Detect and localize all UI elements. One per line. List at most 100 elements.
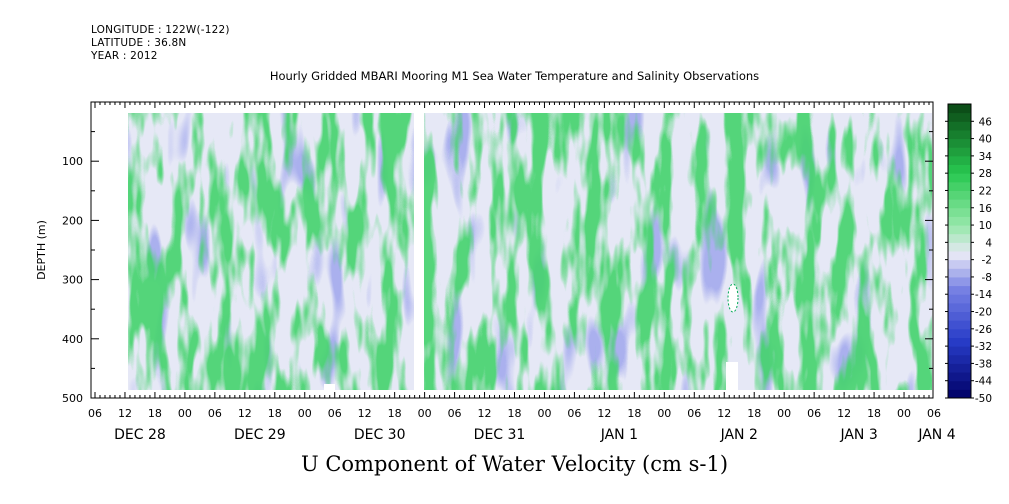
x-hour-label: 06 xyxy=(208,407,222,420)
colorbar-swatch xyxy=(948,233,971,243)
colorbar-swatch xyxy=(948,190,971,200)
colorbar-swatch xyxy=(948,112,971,122)
colorbar-swatch xyxy=(948,181,971,191)
colorbar-swatch xyxy=(948,302,971,313)
x-hour-label: 18 xyxy=(268,407,282,420)
x-day-label: DEC 28 xyxy=(114,427,166,443)
x-hour-label: 00 xyxy=(537,407,551,420)
colorbar-label: -20 xyxy=(975,307,992,319)
colorbar-swatch xyxy=(948,207,971,217)
colorbar-swatch xyxy=(948,155,971,166)
colorbar-label: 10 xyxy=(979,220,992,232)
colorbar-swatch xyxy=(948,354,971,364)
x-hour-label: 12 xyxy=(238,407,252,420)
colorbar-swatch xyxy=(948,121,971,131)
colorbar-swatch xyxy=(948,389,971,399)
x-hour-label: 18 xyxy=(747,407,761,420)
y-tick-label: 100 xyxy=(62,155,83,168)
x-hour-label: 00 xyxy=(897,407,911,420)
axis-ticks xyxy=(91,102,933,398)
missing-data-block xyxy=(726,362,738,392)
colorbar-swatch xyxy=(948,259,971,269)
x-hour-label: 12 xyxy=(118,407,132,420)
colorbar-swatch xyxy=(948,311,971,321)
x-hour-label: 12 xyxy=(717,407,731,420)
colorbar-label: 28 xyxy=(979,168,992,180)
longitude-label: LONGITUDE : 122W(-122) xyxy=(91,24,230,36)
colorbar-swatch xyxy=(948,147,971,157)
x-hour-label: 06 xyxy=(807,407,821,420)
year-label: YEAR : 2012 xyxy=(91,50,158,62)
missing-data-notch xyxy=(324,384,335,390)
y-tick-label: 300 xyxy=(62,274,83,287)
colorbar-label: 22 xyxy=(979,185,992,197)
x-hour-label: 12 xyxy=(478,407,492,420)
colorbar-label: 16 xyxy=(979,203,993,215)
colorbar-label: -32 xyxy=(975,341,992,353)
y-tick-label: 200 xyxy=(62,214,83,227)
colorbar-swatch xyxy=(948,320,971,330)
colorbar-label: -38 xyxy=(975,358,992,370)
colorbar-swatch xyxy=(948,225,971,235)
x-hour-label: 12 xyxy=(597,407,611,420)
y-tick-labels: 100 200 300 400 500 xyxy=(62,155,83,405)
colorbar-label: 40 xyxy=(979,134,992,146)
x-hour-label: 18 xyxy=(508,407,522,420)
colorbar-label: 34 xyxy=(979,151,993,163)
colorbar-label: -26 xyxy=(975,324,992,336)
x-day-label: JAN 4 xyxy=(917,427,955,443)
y-tick-label: 400 xyxy=(62,333,83,346)
x-hour-label: 18 xyxy=(148,407,162,420)
colorbar-label: -2 xyxy=(982,255,992,267)
colorbar-swatch xyxy=(948,337,971,347)
colorbar-swatch xyxy=(948,199,971,209)
colorbar-swatch xyxy=(948,328,971,338)
colorbar-swatch xyxy=(948,104,971,114)
x-hour-label: 00 xyxy=(418,407,432,420)
x-hour-labels: 06 12 18 00 06 12 18 00 06 12 18 00 06 12 18 00 06 12 18 00… xyxy=(88,407,941,420)
missing-data-patch xyxy=(727,283,739,313)
x-hour-label: 18 xyxy=(627,407,641,420)
y-axis-label: DEPTH (m) xyxy=(35,220,48,280)
x-hour-label: 06 xyxy=(328,407,342,420)
colorbar-swatch xyxy=(948,164,971,174)
colorbar-swatch xyxy=(948,251,971,261)
x-day-label: DEC 30 xyxy=(354,427,406,443)
colorbar-labels: 46 40 34 28 22 16 10 4 -2 -8 -14 -20 -26 -32 -38 -44 -50 xyxy=(975,116,992,405)
x-hour-label: 00 xyxy=(657,407,671,420)
x-day-label: DEC 31 xyxy=(474,427,526,443)
x-hour-label: 06 xyxy=(927,407,941,420)
colorbar-label: 4 xyxy=(985,237,992,249)
x-hour-label: 12 xyxy=(358,407,372,420)
colorbar xyxy=(945,103,974,399)
colorbar-label: -50 xyxy=(975,393,992,405)
colorbar-frame xyxy=(947,103,972,399)
y-tick-label: 500 xyxy=(62,392,83,405)
colorbar-swatch xyxy=(948,346,971,356)
colorbar-swatch xyxy=(948,285,971,295)
colorbar-swatch xyxy=(948,242,971,252)
missing-data-column xyxy=(414,110,424,392)
x-hour-label: 00 xyxy=(298,407,312,420)
colorbar-label: -14 xyxy=(975,289,992,301)
x-day-label: JAN 1 xyxy=(600,427,638,443)
x-day-labels: DEC 28 DEC 29 DEC 30 DEC 31 JAN 1 JAN 2 JAN 3 J… xyxy=(114,427,956,443)
data-gaps xyxy=(324,110,739,392)
x-hour-label: 06 xyxy=(567,407,581,420)
positive-region-1 xyxy=(128,113,414,390)
chart-title: Hourly Gridded MBARI Mooring M1 Sea Wate… xyxy=(269,69,760,83)
colorbar-swatch xyxy=(948,372,971,382)
x-day-label: JAN 3 xyxy=(839,427,877,443)
x-hour-label: 06 xyxy=(448,407,462,420)
x-hour-label: 00 xyxy=(777,407,791,420)
x-day-label: DEC 29 xyxy=(234,427,286,443)
x-day-label: JAN 2 xyxy=(720,427,758,443)
colorbar-swatch xyxy=(948,129,971,140)
colorbar-swatch xyxy=(948,276,971,287)
colorbar-label: -44 xyxy=(975,376,992,388)
x-hour-label: 00 xyxy=(178,407,192,420)
colorbar-swatch xyxy=(948,138,971,148)
colorbar-swatch xyxy=(948,268,971,278)
colorbar-swatch xyxy=(948,294,971,304)
